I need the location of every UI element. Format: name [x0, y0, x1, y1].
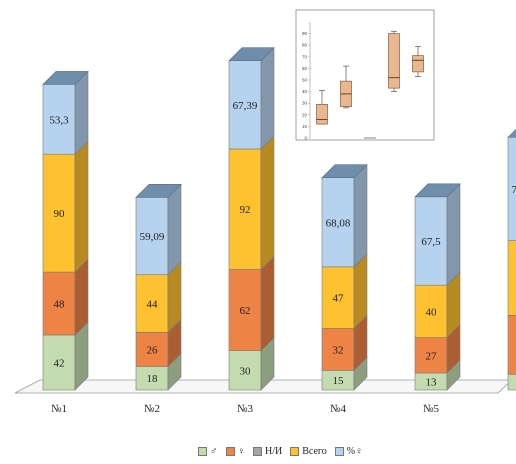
value-label: 78,94 — [512, 184, 516, 196]
inset-box-5 — [412, 46, 424, 77]
legend-item: Н/И — [253, 446, 282, 457]
category-labels: №1№2№3№4№5№6 — [51, 403, 439, 415]
inset-box-4 — [388, 30, 400, 92]
bar-segment-6-1: 12 — [507, 373, 516, 391]
bar-segment-3-2: 62 — [228, 255, 275, 352]
inset-box-1 — [316, 90, 328, 125]
legend-item: %♀ — [334, 445, 363, 457]
bar-segment-2-4: 44 — [135, 260, 182, 334]
legend-swatch — [290, 446, 300, 456]
bar-segment-1-1: 42 — [42, 321, 89, 391]
value-label: 13 — [426, 376, 438, 388]
bar-segment-6-5: 78,94 — [507, 136, 516, 241]
category-label: №5 — [423, 403, 439, 415]
bar-top-cap — [135, 184, 182, 198]
bar-segment-4-2: 32 — [321, 314, 368, 372]
legend-label: %♀ — [346, 445, 363, 457]
value-label: 26 — [147, 344, 159, 356]
category-label: №2 — [144, 403, 160, 415]
legend-item: ♀ — [225, 445, 246, 457]
legend-swatch — [225, 446, 235, 456]
value-label: 32 — [333, 344, 344, 356]
bar-top-cap — [228, 47, 275, 61]
value-label: 47 — [333, 293, 345, 305]
inset-tick-label: 90 — [302, 31, 308, 36]
legend-swatch — [198, 446, 207, 456]
bar-segment-5-5: 67,5 — [414, 183, 461, 286]
inset-tick-label: 80 — [302, 43, 308, 48]
bar-segment-2-1: 18 — [135, 352, 182, 391]
bar-segment-6-2: 45 — [507, 315, 516, 375]
value-label: 68,08 — [326, 217, 351, 229]
inset-boxplot: 0 10 20 30 40 50 60 70 80 90 — [295, 9, 435, 141]
value-label: 90 — [54, 208, 66, 220]
inset-tick-label: 10 — [302, 124, 308, 129]
legend-swatch — [253, 446, 262, 456]
bar-segment-4-4: 47 — [321, 253, 368, 330]
value-label: 92 — [240, 204, 251, 216]
bar-top-cap — [321, 164, 368, 178]
bar-segment-3-4: 92 — [228, 135, 275, 271]
category-label: №1 — [51, 403, 67, 415]
bar-segment-2-5: 59,09 — [135, 183, 182, 276]
bar-segment-1-5: 53,3 — [42, 70, 89, 155]
bar-top-cap — [42, 71, 89, 85]
bar-top-cap — [414, 183, 461, 198]
bar-segment-5-4: 40 — [414, 271, 461, 339]
value-label: 67,5 — [421, 236, 441, 248]
inset-box-2 — [340, 65, 352, 109]
inset-tick-label: 40 — [302, 89, 308, 94]
stacked-bars: 42 48 90 53,3 18 26 44 59,09 30 62 92 67,39 15 32 47 68… — [42, 46, 516, 391]
legend-label: ♂ — [210, 445, 218, 457]
legend-label: Всего — [302, 445, 327, 457]
inset-tick-label: 30 — [302, 101, 308, 106]
value-label: 30 — [240, 365, 252, 377]
legend-label: Н/И — [265, 445, 283, 457]
bar-segment-3-5: 67,39 — [228, 46, 275, 150]
category-label: №3 — [237, 403, 253, 415]
bar-top-cap — [507, 128, 516, 138]
value-label: 53,3 — [49, 114, 69, 126]
legend: ♂ ♀ Н/И Всего %♀ — [198, 443, 363, 459]
legend-item: Всего — [290, 446, 327, 457]
bar-segment-6-4: 57 — [507, 240, 516, 316]
bar-segment-3-1: 30 — [228, 336, 275, 391]
bar-segment-4-5: 68,08 — [321, 163, 368, 268]
value-label: 15 — [333, 375, 345, 387]
legend-swatch — [334, 446, 344, 456]
legend-item: ♂ — [198, 446, 218, 457]
category-label: №4 — [330, 403, 346, 415]
bar-segment-5-1: 13 — [414, 359, 461, 391]
value-label: 48 — [54, 299, 66, 311]
inset-tick-label: 50 — [302, 78, 308, 83]
inset-tick-label: 0 — [304, 136, 307, 141]
value-label: 42 — [54, 357, 65, 369]
legend-label: ♀ — [237, 445, 246, 457]
value-label: 59,09 — [140, 231, 165, 243]
value-label: 27 — [426, 350, 438, 362]
bar-segment-2-2: 26 — [135, 318, 182, 368]
value-label: 44 — [147, 299, 159, 311]
value-label: 67,39 — [233, 100, 258, 112]
inset-tick-label: 60 — [302, 66, 308, 71]
value-label: 62 — [240, 305, 251, 317]
bar-segment-1-4: 90 — [42, 140, 89, 273]
bar-segment-4-1: 15 — [321, 356, 368, 391]
inset-tick-label: 70 — [302, 54, 308, 59]
value-label: 18 — [147, 373, 159, 385]
inset-tick-label: 20 — [302, 112, 308, 117]
value-label: 40 — [426, 306, 438, 318]
